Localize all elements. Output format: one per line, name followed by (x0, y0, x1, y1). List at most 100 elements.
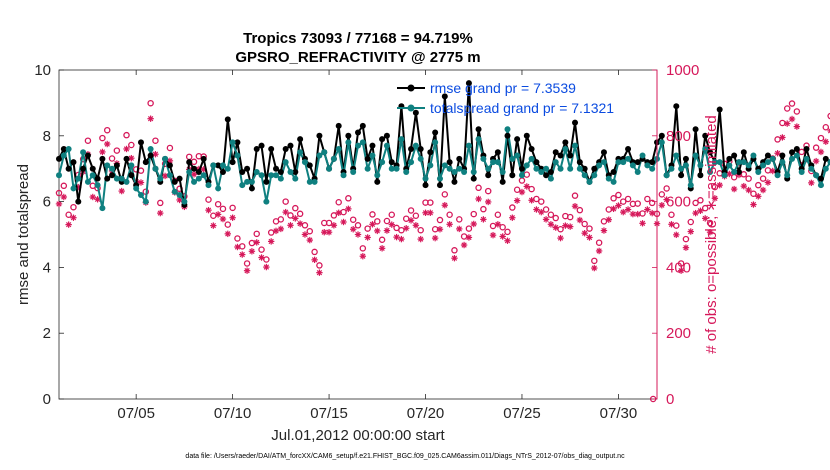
obs-possible-marker (619, 198, 627, 205)
obs-possible-marker (470, 210, 477, 218)
series-point-totalspread (798, 168, 805, 175)
series-point-totalspread (490, 159, 497, 166)
obs-possible-marker (60, 182, 68, 190)
series-point-totalspread (412, 142, 419, 149)
obs-assimilated-marker (750, 201, 757, 208)
series-point-rmse (248, 185, 255, 192)
series-point-totalspread (615, 159, 622, 166)
series-point-totalspread (779, 159, 786, 166)
series-point-totalspread (234, 152, 241, 159)
obs-assimilated-marker (205, 206, 212, 214)
series-point-rmse (113, 162, 120, 169)
obs-assimilated-marker (605, 216, 612, 223)
obs-assimilated-marker (581, 229, 588, 237)
obs-assimilated-marker (190, 171, 198, 178)
obs-possible-marker (152, 137, 159, 144)
series-point-totalspread (470, 168, 477, 175)
series-point-totalspread (80, 149, 87, 156)
obs-possible-marker (359, 245, 367, 252)
series-point-rmse (533, 159, 540, 166)
series-point-totalspread (321, 149, 328, 156)
obs-assimilated-marker (595, 247, 603, 255)
series-point-totalspread (253, 168, 260, 175)
obs-possible-marker (822, 123, 830, 131)
series-point-rmse (287, 142, 294, 149)
obs-assimilated-marker (538, 208, 545, 216)
series-point-totalspread (716, 159, 723, 166)
obs-possible-marker (234, 235, 241, 242)
series-point-rmse (292, 168, 299, 175)
obs-possible-marker (591, 257, 598, 265)
obs-possible-marker (484, 187, 492, 195)
obs-assimilated-marker (504, 237, 511, 244)
series-point-totalspread (692, 152, 699, 159)
x-tick-label: 07/05 (117, 405, 155, 422)
obs-assimilated-marker (620, 208, 627, 216)
obs-possible-marker (648, 199, 656, 207)
obs-possible-marker (436, 216, 444, 224)
obs-possible-marker (70, 203, 77, 211)
series-point-totalspread (128, 162, 135, 169)
series-point-totalspread (769, 155, 776, 162)
series-point-totalspread (89, 172, 96, 179)
series-point-rmse (224, 116, 231, 123)
series-point-totalspread (109, 165, 116, 172)
series-point-totalspread (465, 142, 472, 149)
series-point-rmse (543, 172, 550, 179)
obs-possible-marker (793, 108, 801, 115)
obs-possible-marker (663, 185, 670, 192)
series-point-totalspread (335, 145, 342, 152)
series-point-rmse (547, 168, 554, 175)
series-point-rmse (557, 152, 564, 159)
obs-possible-marker (292, 204, 299, 212)
obs-possible-marker (147, 99, 154, 107)
series-point-totalspread (610, 178, 617, 185)
obs-assimilated-marker (128, 154, 135, 162)
series-point-rmse (94, 175, 101, 182)
series-point-totalspread (461, 168, 468, 175)
y-axis-right-label: # of obs: o=possible; ∗=assimilated (703, 115, 720, 354)
series-point-rmse (441, 93, 448, 100)
axis-ticks: 07/05 07/10 07/15 07/20 07/25 07/30 0 2 4 6 8 10 0 20… (34, 62, 699, 422)
obs-possible-marker (460, 233, 468, 240)
y-left-tick-label: 0 (43, 391, 51, 408)
obs-possible-marker (745, 175, 752, 182)
series-point-totalspread (195, 175, 202, 182)
series-point-rmse (789, 149, 796, 156)
series-point-totalspread (702, 145, 709, 152)
obs-possible-marker (306, 227, 314, 235)
series-point-rmse (581, 165, 588, 172)
obs-assimilated-marker (296, 220, 304, 227)
series-point-rmse (504, 132, 511, 139)
series-point-totalspread (673, 152, 680, 159)
obs-possible-marker (108, 155, 116, 162)
series-point-totalspread (451, 168, 458, 175)
obs-possible-marker (407, 207, 415, 214)
obs-assimilated-marker (272, 227, 280, 235)
series-point-totalspread (186, 168, 193, 175)
y-left-tick-label: 6 (43, 194, 51, 211)
obs-assimilated-marker (644, 206, 651, 213)
series-point-totalspread (586, 178, 593, 185)
series-point-rmse (572, 119, 579, 126)
obs-possible-marker (354, 222, 362, 229)
series-point-totalspread (827, 159, 830, 166)
obs-possible-marker (673, 222, 680, 229)
series-point-rmse (70, 159, 77, 166)
obs-possible-marker (123, 131, 130, 139)
obs-assimilated-marker (99, 148, 106, 156)
series-point-totalspread (813, 172, 820, 179)
series-point-rmse (80, 165, 87, 172)
obs-possible-marker (701, 204, 709, 212)
series-point-totalspread (697, 162, 704, 169)
obs-possible-marker (219, 205, 227, 213)
obs-possible-marker (282, 198, 289, 205)
series-lines (56, 80, 830, 212)
series-point-rmse (171, 178, 178, 185)
obs-possible-marker (340, 208, 347, 216)
series-point-totalspread (301, 159, 308, 166)
series-point-rmse (229, 159, 236, 166)
obs-possible-marker (465, 225, 473, 232)
obs-possible-marker (706, 219, 714, 227)
series-point-totalspread (552, 159, 559, 166)
